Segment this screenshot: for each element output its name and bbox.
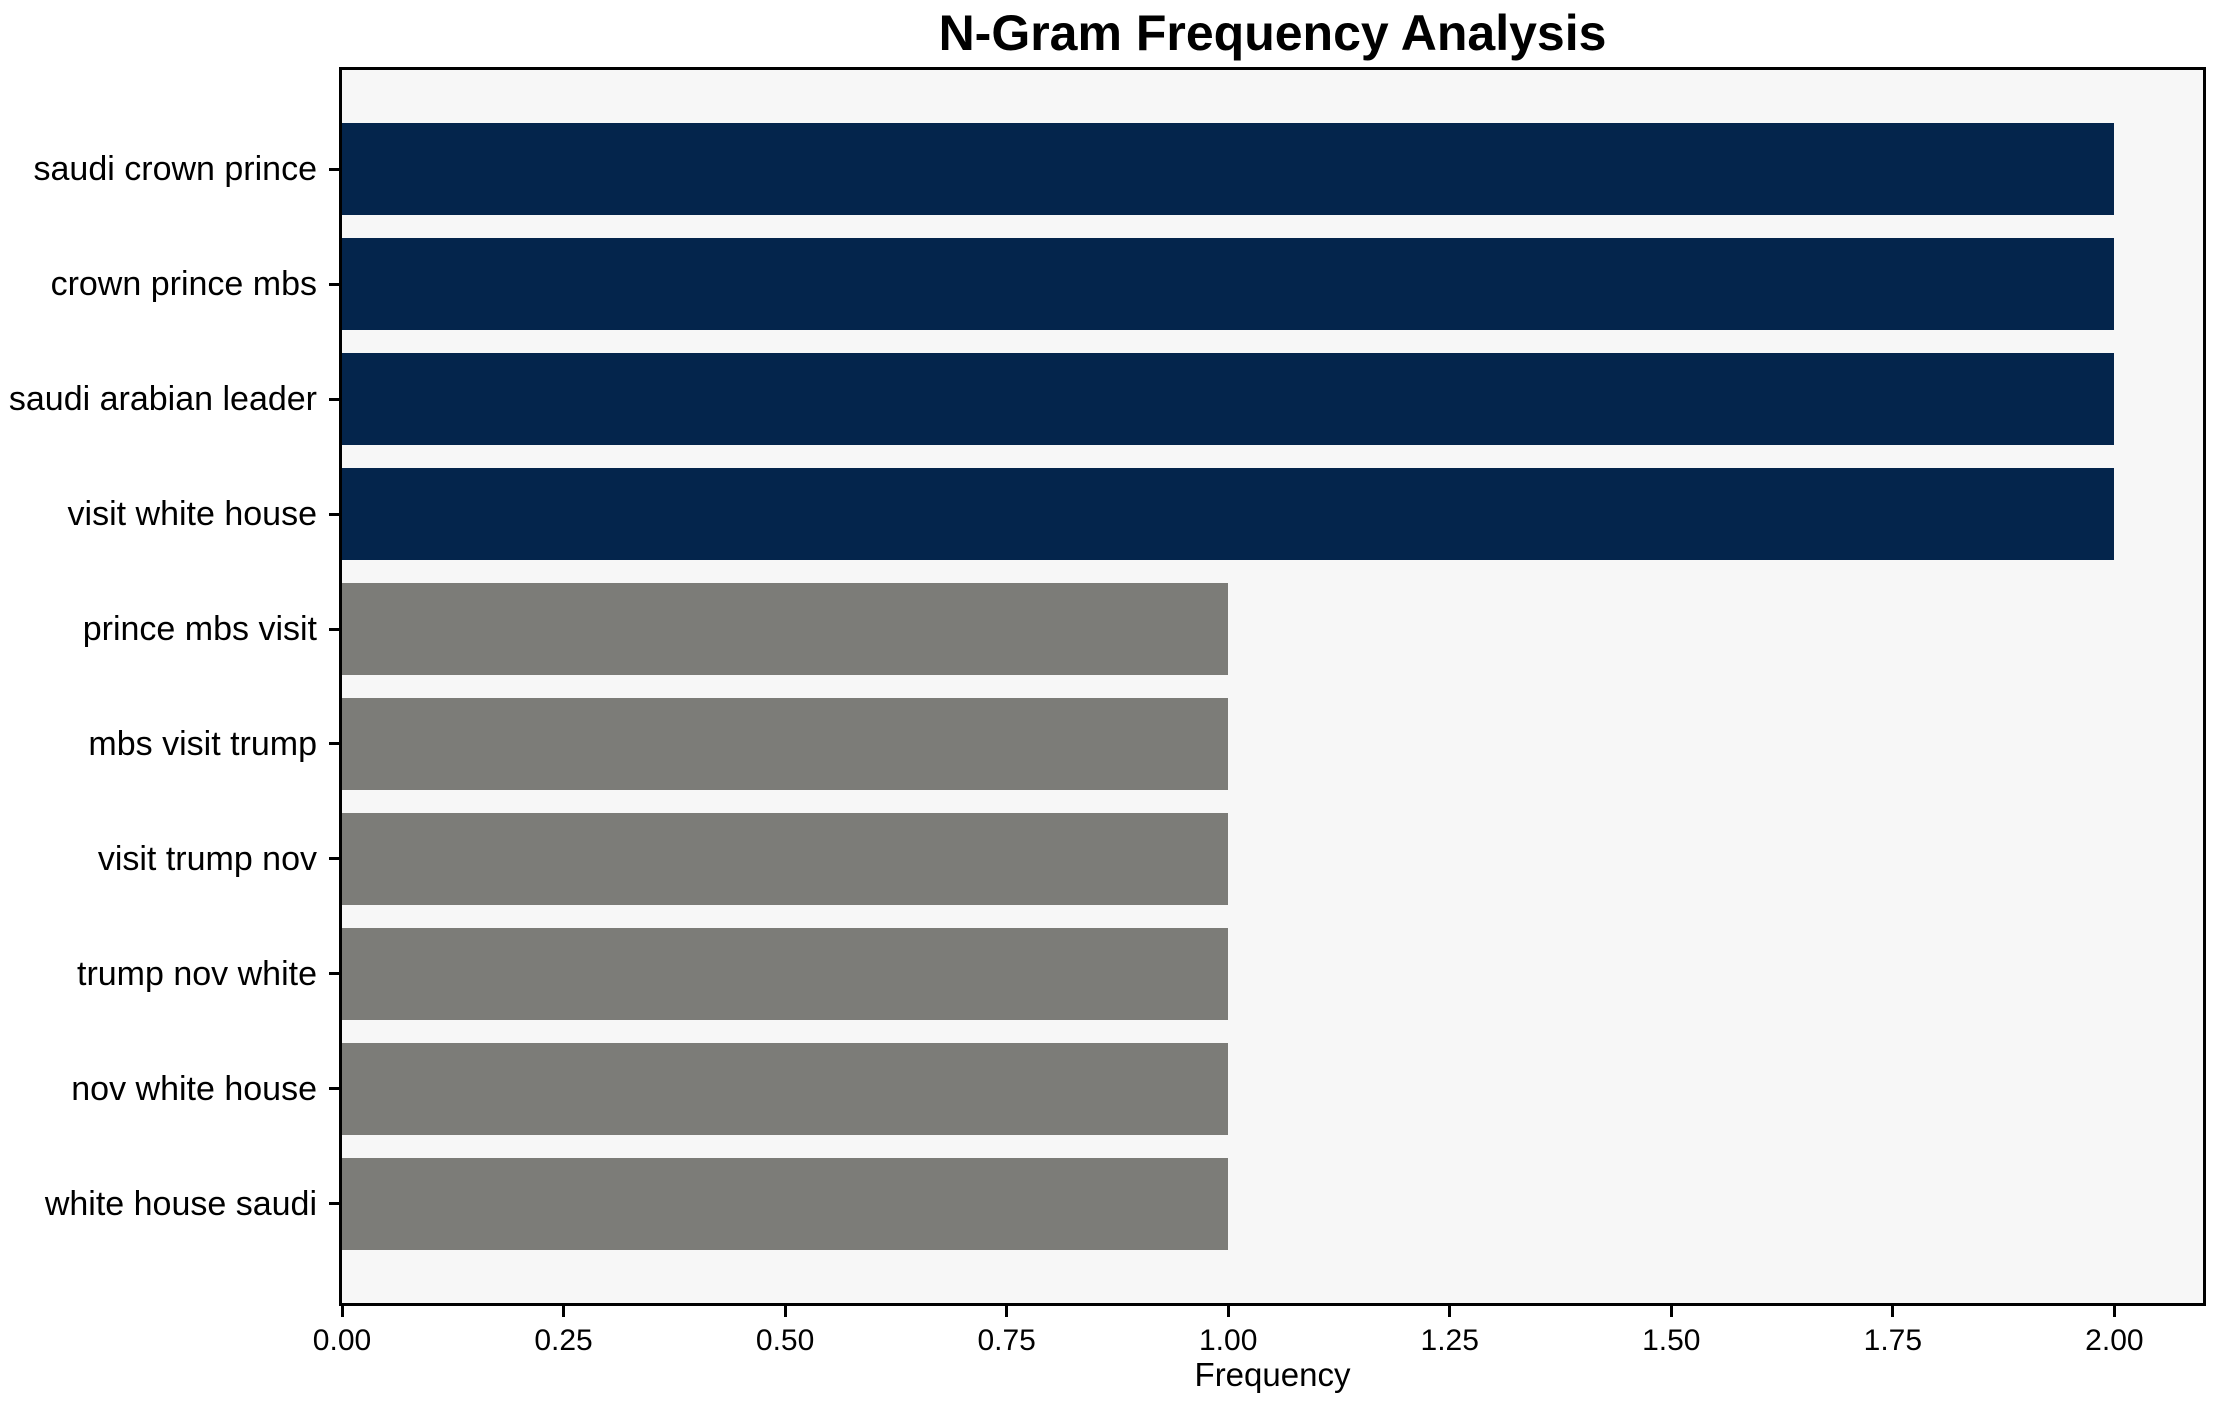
- x-tick-mark: [1891, 1306, 1895, 1317]
- x-tick-mark: [562, 1306, 566, 1317]
- y-tick-label: white house saudi: [44, 1184, 317, 1223]
- bar: [342, 697, 1229, 790]
- bar: [342, 353, 2115, 446]
- y-tick-mark: [329, 397, 339, 401]
- bar: [342, 927, 1229, 1020]
- x-axis-label: Frequency: [1194, 1356, 1351, 1393]
- x-tick-label: 0.75: [977, 1324, 1036, 1357]
- y-tick-label: nov white house: [71, 1069, 317, 1108]
- x-tick-label: 1.50: [1642, 1324, 1701, 1357]
- y-tick-mark: [329, 1202, 339, 1206]
- plot-area: [339, 67, 2206, 1306]
- x-tick-label: 0.25: [534, 1324, 593, 1357]
- y-tick-label: saudi crown prince: [33, 150, 317, 189]
- bar: [342, 812, 1229, 905]
- bar: [342, 468, 2115, 561]
- x-tick-label: 0.50: [755, 1324, 815, 1357]
- x-tick-mark: [340, 1306, 344, 1317]
- bar: [342, 123, 2115, 216]
- y-tick-label: prince mbs visit: [82, 610, 317, 649]
- x-tick-label: 2.00: [2085, 1324, 2144, 1357]
- y-tick-label: mbs visit trump: [88, 724, 317, 763]
- chart-title: N-Gram Frequency Analysis: [938, 5, 1607, 61]
- y-tick-label: saudi arabian leader: [8, 380, 317, 419]
- x-tick-mark: [1005, 1306, 1009, 1317]
- y-tick-mark: [329, 512, 339, 516]
- y-tick-label: crown prince mbs: [50, 265, 317, 304]
- y-tick-mark: [329, 1087, 339, 1091]
- y-tick-label: visit white house: [67, 495, 317, 534]
- x-tick-label: 0.00: [312, 1324, 372, 1357]
- x-tick-mark: [783, 1306, 787, 1317]
- bar: [342, 1042, 1229, 1135]
- x-tick-label: 1.25: [1420, 1324, 1479, 1357]
- y-tick-mark: [329, 627, 339, 631]
- x-tick-mark: [1448, 1306, 1452, 1317]
- y-tick-mark: [329, 742, 339, 746]
- x-tick-mark: [1226, 1306, 1230, 1317]
- x-tick-mark: [1669, 1306, 1673, 1317]
- bar: [342, 583, 1229, 675]
- bar: [342, 1157, 1229, 1250]
- y-tick-label: trump nov white: [77, 954, 317, 993]
- bar: [342, 238, 2115, 331]
- x-tick-label: 1.00: [1198, 1324, 1258, 1357]
- x-tick-mark: [2112, 1306, 2116, 1317]
- y-tick-mark: [329, 282, 339, 286]
- y-tick-mark: [329, 972, 339, 976]
- y-tick-label: visit trump nov: [97, 839, 317, 878]
- y-tick-mark: [329, 167, 339, 171]
- y-tick-mark: [329, 857, 339, 861]
- x-tick-label: 1.75: [1863, 1324, 1923, 1357]
